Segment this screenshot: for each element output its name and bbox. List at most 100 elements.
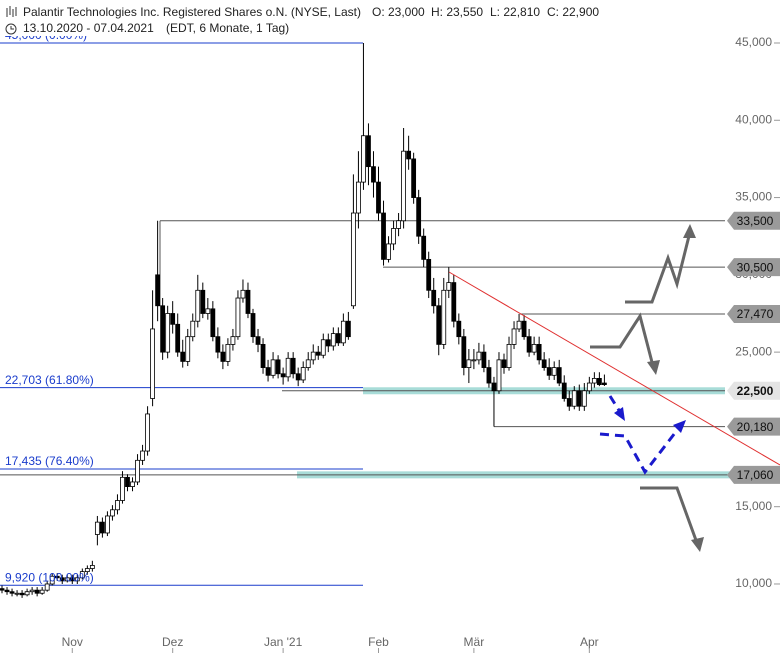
candle-body (511, 328, 517, 345)
candle-body (426, 258, 432, 291)
candle-body (205, 308, 211, 314)
candle-body (54, 575, 60, 579)
candle-body (175, 323, 181, 353)
ohlc-open: O: 23,000 (372, 5, 425, 19)
arrow-down (608, 395, 622, 413)
candle-body (19, 592, 25, 596)
fib-label: 9,920 (100.00%) (5, 570, 94, 584)
candle-body (190, 320, 196, 338)
arrow-up (599, 428, 680, 475)
arrow-up (625, 231, 692, 304)
x-tick-label: Feb (368, 635, 389, 649)
candle-body (79, 571, 85, 579)
candle-body (290, 357, 296, 375)
candle-body (546, 367, 552, 376)
candle-body (305, 359, 311, 368)
candle-body (516, 320, 522, 330)
candle-body (506, 343, 512, 368)
candle-body (541, 359, 547, 368)
candle-body (115, 500, 120, 511)
candle-body (456, 320, 462, 338)
candle-body (551, 367, 557, 376)
candle-body (155, 274, 161, 307)
candle-body (486, 367, 492, 384)
candle-body (260, 343, 266, 368)
level-label-box (727, 304, 780, 323)
candle-body (466, 359, 472, 368)
y-tick-label: 10,000 (735, 576, 772, 590)
candle-body (89, 565, 95, 569)
candle-body (225, 343, 231, 362)
candle-body (84, 568, 90, 573)
arrow-head (647, 360, 660, 375)
y-tick-label: 40,000 (735, 112, 772, 126)
candle-body (396, 220, 401, 229)
candle-body (265, 367, 271, 376)
candle-body (330, 333, 336, 347)
x-tick-label: Dez (162, 635, 183, 649)
candle-body (150, 328, 156, 399)
x-tick-label: Jan '21 (264, 635, 303, 649)
candle-body (300, 367, 306, 381)
candle-body (335, 333, 341, 344)
candle-body (0, 588, 5, 591)
candle-body (49, 575, 55, 585)
candle-body (401, 150, 407, 222)
level-label: 27,470 (737, 307, 774, 321)
candle-body (64, 577, 70, 582)
candle-body (411, 158, 417, 198)
candle-body (315, 351, 321, 356)
chart-title: Palantir Technologies Inc. Registered Sh… (23, 5, 361, 19)
period-note: (EDT, 6 Monate, 1 Tag) (166, 21, 289, 35)
level-label: 20,180 (737, 420, 774, 434)
candle-body (255, 336, 261, 345)
plot-background (297, 387, 780, 479)
y-tick-label: 45,000 (735, 35, 772, 49)
plot: 45,00040,00035,00030,00025,00020,00015,0… (0, 35, 780, 653)
candle-body (386, 243, 391, 260)
level-label: 17,060 (737, 468, 774, 482)
level-label: 22,500 (737, 384, 774, 398)
candle-body (195, 289, 201, 322)
candle-body (110, 509, 115, 517)
candle-body (345, 320, 351, 338)
candle-body (185, 336, 191, 362)
candle-body (34, 589, 40, 594)
candle-body (39, 589, 45, 594)
candle-body (105, 515, 110, 534)
candle-body (356, 181, 361, 214)
candle-body (295, 373, 301, 381)
candle-body (69, 577, 75, 582)
candle-body (230, 336, 236, 345)
arrow-head (691, 537, 704, 552)
candle-body (602, 382, 607, 385)
candle-body (416, 197, 422, 237)
level-label: 33,500 (737, 214, 774, 228)
candle-body (381, 212, 386, 260)
candle-body (165, 313, 171, 353)
candle-body (325, 339, 331, 347)
candle-body (44, 583, 50, 591)
level-label-box (727, 465, 780, 484)
candle-body (496, 359, 502, 392)
candle-body (350, 212, 356, 307)
candle-body (240, 289, 246, 299)
candle-body (4, 589, 10, 593)
level-label: 30,500 (737, 260, 774, 274)
period: 13.10.2020 - 07.04.2021 (23, 21, 154, 35)
candle-body (220, 351, 226, 362)
candle-body (94, 521, 100, 535)
candle-body (531, 343, 537, 353)
candle-body (376, 181, 381, 214)
candle-body (29, 589, 35, 593)
candle-body (596, 378, 602, 385)
candle-body (521, 320, 527, 338)
candle-body (285, 357, 291, 378)
candle-body (566, 398, 572, 407)
scenario-arrows (590, 224, 704, 552)
x-tick-label: Apr (580, 635, 599, 649)
candle-body (120, 476, 125, 501)
x-tick-label: Nov (62, 635, 83, 649)
candle-body (180, 351, 186, 362)
